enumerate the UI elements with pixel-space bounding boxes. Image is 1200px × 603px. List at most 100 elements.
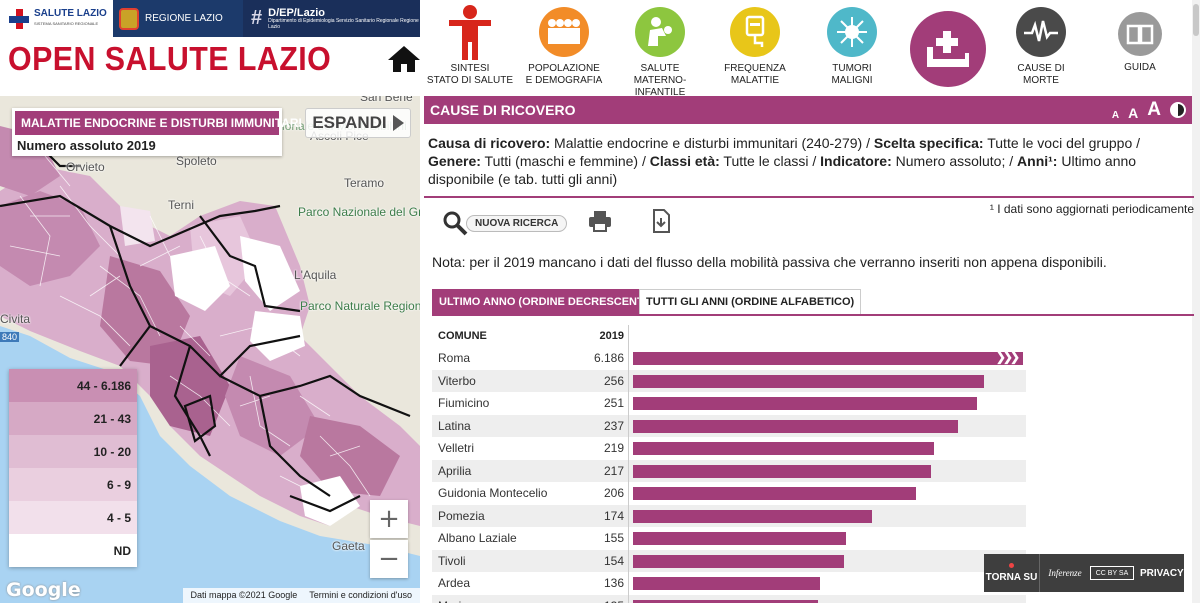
zoom-in-button[interactable]: + — [370, 500, 408, 538]
choropleth-map[interactable]: Orvieto Spoleto Terni Teramo L'Aquila As… — [0, 96, 420, 603]
scrollbar-thumb[interactable] — [1193, 4, 1199, 36]
table-row[interactable]: Albano Laziale 155 — [432, 527, 1026, 550]
font-large-button[interactable]: A — [1147, 99, 1161, 120]
legend-item: 10 - 20 — [9, 435, 137, 468]
table-row[interactable]: Marino135 — [432, 594, 1026, 603]
page-scrollbar[interactable] — [1192, 0, 1200, 603]
nav-sintesi-line1: SINTESI — [450, 63, 490, 74]
filter-anni-label: Anni¹: — [1017, 153, 1058, 169]
comune-cell: Viterbo — [438, 373, 476, 388]
legend-item: 4 - 5 — [9, 501, 137, 534]
bar-cell — [629, 460, 1026, 483]
magnifier-icon — [443, 211, 468, 236]
site-footer: TORNA SU Inferenze CC BY SA PRIVACY — [984, 554, 1184, 592]
table-row[interactable]: Latina 237 — [432, 414, 1026, 438]
salute-lazio-subtext: SISTEMA SANITARIO REGIONALE — [34, 20, 99, 26]
section-header: CAUSE DI RICOVERO A A A — [424, 96, 1192, 124]
value-cell: 237 — [592, 414, 629, 437]
map-measure-label: Numero assoluto 2019 — [17, 138, 156, 153]
legend-item: 6 - 9 — [9, 468, 137, 501]
bar-cell — [629, 505, 1026, 528]
place-civita: Civita — [0, 312, 31, 326]
value-bar: ❯❯❯ — [633, 350, 1023, 365]
table-row[interactable]: Viterbo 256 — [432, 369, 1026, 392]
nav-frequenza[interactable]: FREQUENZA MALATTIE — [712, 0, 798, 87]
font-small-button[interactable]: A — [1111, 110, 1120, 121]
play-arrow-icon — [392, 115, 404, 131]
print-button[interactable] — [588, 210, 612, 237]
nav-guida[interactable]: GUIDA — [1102, 0, 1178, 74]
filter-indicatore-label: Indicatore: — [820, 153, 892, 169]
map-terms-link[interactable]: Termini e condizioni d'uso — [309, 590, 412, 600]
table-row[interactable]: Ardea 136 — [432, 572, 1026, 595]
table-row[interactable]: Fiumicino 251 — [432, 392, 1026, 415]
home-icon — [388, 46, 420, 72]
bar-cell — [629, 415, 1026, 438]
value-cell: 135 — [592, 594, 629, 603]
family-icon — [539, 7, 589, 57]
filter-genere-value: Tutti (maschi e femmine) / — [480, 153, 650, 169]
value-cell: 251 — [592, 392, 629, 415]
cc-license-badge[interactable]: CC BY SA — [1090, 566, 1134, 580]
column-header-comune[interactable]: COMUNE — [438, 330, 487, 342]
bar-cell: ❯❯❯ — [629, 347, 1026, 370]
expand-map-button[interactable]: ESPANDI — [305, 108, 411, 138]
value-bar — [633, 599, 818, 603]
new-search-button[interactable]: NUOVA RICERCA — [442, 210, 568, 236]
table-row[interactable]: Aprilia 217 — [432, 459, 1026, 483]
nav-tumori[interactable]: TUMORI MALIGNI — [806, 0, 898, 87]
table-row[interactable]: Tivoli 154 — [432, 549, 1026, 572]
value-bar — [633, 509, 872, 523]
salute-lazio-logo[interactable]: SALUTE LAZIO SISTEMA SANITARIO REGIONALE — [0, 0, 113, 37]
table-row[interactable]: Guidonia Montecelio 206 — [432, 482, 1026, 505]
privacy-link[interactable]: PRIVACY — [1140, 567, 1184, 579]
table-row[interactable]: Roma 6.186 ❯❯❯ — [432, 347, 1026, 370]
filter-scelta-label: Scelta specifica: — [873, 135, 984, 151]
section-title: CAUSE DI RICOVERO — [430, 102, 576, 118]
value-bar — [633, 532, 846, 545]
hospital-bed-icon — [910, 11, 986, 87]
data-note: Nota: per il 2019 mancano i dati del flu… — [432, 254, 1107, 270]
contrast-icon[interactable] — [1170, 102, 1186, 118]
column-header-bar — [629, 325, 1026, 347]
inferenze-logo[interactable]: Inferenze — [1048, 568, 1082, 578]
filter-anni-value: Ultimo anno disponibile (e tab. tutti gl… — [428, 153, 1137, 187]
logo-bar: SALUTE LAZIO SISTEMA SANITARIO REGIONALE … — [0, 0, 420, 37]
dep-lazio-subtext: Dipartimento di Epidemiologia Servizio S… — [268, 17, 419, 30]
nav-ricovero-active[interactable] — [908, 0, 988, 93]
value-bar — [633, 397, 977, 410]
regione-lazio-logo[interactable]: REGIONE LAZIO — [113, 0, 243, 37]
map-data-credit: Dati mappa ©2021 Google — [190, 590, 298, 600]
legend-item: ND — [9, 534, 137, 567]
nav-materno[interactable]: SALUTE MATERNO-INFANTILE — [612, 0, 708, 99]
category-nav: SINTESI STATO DI SALUTE POPOLAZIONE E DE… — [420, 0, 1200, 99]
back-to-top-label: TORNA SU — [985, 572, 1038, 583]
nav-sintesi[interactable]: SINTESI STATO DI SALUTE — [424, 0, 516, 87]
bar-cell — [629, 482, 1026, 505]
dep-mark-icon: # — [251, 7, 263, 29]
nav-sintesi-line2: STATO DI SALUTE — [426, 75, 514, 86]
dep-lazio-logo[interactable]: # D/EP/Lazio Dipartimento di Epidemiologi… — [243, 0, 420, 37]
column-header-year[interactable]: 2019 — [592, 325, 629, 347]
site-title[interactable]: OPEN SALUTE LAZIO — [8, 40, 332, 77]
font-medium-button[interactable]: A — [1128, 105, 1139, 121]
table-row[interactable]: Velletri 219 — [432, 437, 1026, 460]
tab-tutti-gli-anni[interactable]: TUTTI GLI ANNI (ORDINE ALFABETICO) — [639, 289, 862, 314]
comune-cell: Tivoli — [438, 553, 466, 568]
table-tabs: ULTIMO ANNO (ORDINE DECRESCENTE) TUTTI G… — [432, 289, 1194, 316]
nav-popolazione-line2: E DEMOGRAFIA — [525, 75, 603, 86]
home-button[interactable] — [387, 44, 420, 74]
back-to-top-button[interactable]: TORNA SU — [984, 554, 1040, 592]
nav-morte-line1: CAUSE DI — [1017, 63, 1065, 74]
nav-morte[interactable]: CAUSE DI MORTE — [1000, 0, 1082, 87]
nav-popolazione[interactable]: POPOLAZIONE E DEMOGRAFIA — [518, 0, 610, 87]
google-logo[interactable]: Google — [6, 579, 81, 601]
regione-emblem-icon — [119, 7, 139, 30]
filter-indicatore-value: Numero assoluto; / — [891, 153, 1018, 169]
zoom-out-button[interactable]: − — [370, 540, 408, 578]
table-row[interactable]: Pomezia 174 — [432, 504, 1026, 528]
save-button[interactable] — [652, 209, 670, 238]
new-search-label: NUOVA RICERCA — [466, 214, 568, 232]
filter-scelta-value: Tutte le voci del gruppo / — [983, 135, 1141, 151]
tab-ultimo-anno[interactable]: ULTIMO ANNO (ORDINE DECRESCENTE) — [432, 289, 662, 314]
